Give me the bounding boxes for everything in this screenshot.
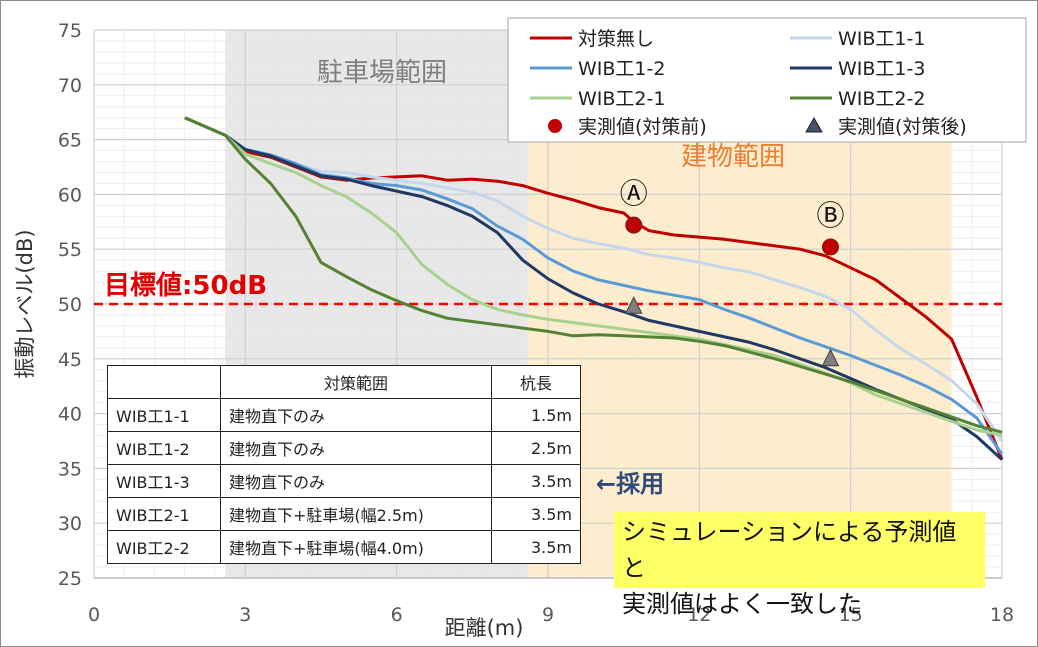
measured-after-marker <box>624 296 643 314</box>
measured-after-marker <box>821 348 840 367</box>
legend-label: WIB工1-3 <box>838 58 925 80</box>
x-tick-label: 18 <box>990 604 1014 626</box>
table-cell: 3.5m <box>491 530 581 564</box>
adopted-label: ←採用 <box>596 470 664 498</box>
table-cell: WIB工2-1 <box>107 497 221 531</box>
y-tick-label: 30 <box>58 513 82 535</box>
legend-marker-after <box>805 116 823 133</box>
legend-label: 実測値(対策後) <box>838 116 967 138</box>
table-cell: 建物直下のみ <box>220 398 492 432</box>
y-tick-label: 65 <box>58 130 82 152</box>
table-cell: 建物直下のみ <box>220 464 492 498</box>
table-cell: WIB工1-3 <box>107 464 221 498</box>
x-tick-label: 15 <box>839 604 863 626</box>
y-tick-label: 45 <box>58 349 82 371</box>
table-cell: WIB工1-1 <box>107 398 221 432</box>
legend-label: WIB工1-1 <box>838 28 925 50</box>
parking-region-label: 駐車場範囲 <box>317 58 447 88</box>
table-cell: 建物直下+駐車場(幅4.0m) <box>220 530 492 564</box>
y-tick-label: 25 <box>58 568 82 590</box>
table-cell: 建物直下+駐車場(幅2.5m) <box>220 497 492 531</box>
y-tick-label: 50 <box>58 294 82 316</box>
table-row: WIB工1-1 建物直下のみ 1.5m <box>107 398 581 432</box>
table-cell: WIB工2-2 <box>107 530 221 564</box>
table-cell: 1.5m <box>491 398 581 432</box>
note-line-2: 実測値はよく一致した <box>622 590 862 618</box>
table-row: WIB工1-2 建物直下のみ 2.5m <box>107 431 581 465</box>
y-tick-label: 60 <box>58 184 82 206</box>
legend-label: WIB工2-1 <box>578 88 665 110</box>
legend-marker-before <box>548 119 562 133</box>
y-tick-label: 40 <box>58 404 82 426</box>
target-line-label: 目標値:50dB <box>104 271 267 301</box>
legend-label: 対策無し <box>578 28 654 50</box>
series-line <box>184 116 1004 442</box>
y-tick-label: 35 <box>58 458 82 480</box>
table-cell: 3.5m <box>491 464 581 498</box>
y-tick-label: 55 <box>58 239 82 261</box>
legend-box <box>507 17 1027 143</box>
table-cell: 杭長 <box>491 365 581 399</box>
x-axis-title: 距離(m) <box>445 616 524 640</box>
table-cell: 建物直下のみ <box>220 431 492 465</box>
series-line <box>184 116 1003 434</box>
table-header-row: 対策範囲 杭長 <box>107 365 581 399</box>
legend-label: WIB工1-2 <box>578 58 665 80</box>
table-row: WIB工2-1 建物直下+駐車場(幅2.5m) 3.5m <box>107 497 581 531</box>
legend-label: WIB工2-2 <box>838 88 925 110</box>
measured-point-label: Ⓐ <box>620 177 648 210</box>
table-row: WIB工2-2 建物直下+駐車場(幅4.0m) 3.5m <box>107 530 581 564</box>
table-cell: 2.5m <box>491 431 581 465</box>
x-tick-label: 3 <box>239 604 251 626</box>
measured-point-label: Ⓑ <box>816 199 844 232</box>
measured-before-marker <box>821 238 839 256</box>
table-cell: 対策範囲 <box>220 365 492 399</box>
note-line-1: シミュレーションによる予測値と <box>622 518 957 582</box>
series-line <box>184 116 1004 461</box>
x-tick-label: 0 <box>88 604 100 626</box>
table-cell: 3.5m <box>491 497 581 531</box>
x-tick-label: 9 <box>542 604 554 626</box>
building-region-label: 建物範囲 <box>681 142 785 172</box>
table-cell <box>107 365 221 399</box>
series-line <box>184 116 1003 437</box>
table-row: WIB工1-3 建物直下のみ 3.5m <box>107 464 581 498</box>
pile-spec-table: 対策範囲 杭長 WIB工1-1 建物直下のみ 1.5m WIB工1-2 建物直下のみ 2.5m… <box>107 365 581 564</box>
y-tick-label: 75 <box>58 20 82 42</box>
x-tick-label: 12 <box>687 604 711 626</box>
conclusion-note: シミュレーションによる予測値と 実測値はよく一致した <box>614 512 985 618</box>
table-cell: WIB工1-2 <box>107 431 221 465</box>
measured-before-marker <box>625 216 643 234</box>
y-axis-title: 振動レベル(dB) <box>13 229 37 378</box>
y-tick-label: 70 <box>58 75 82 97</box>
x-tick-label: 6 <box>391 604 403 626</box>
legend-label: 実測値(対策前) <box>578 116 707 138</box>
